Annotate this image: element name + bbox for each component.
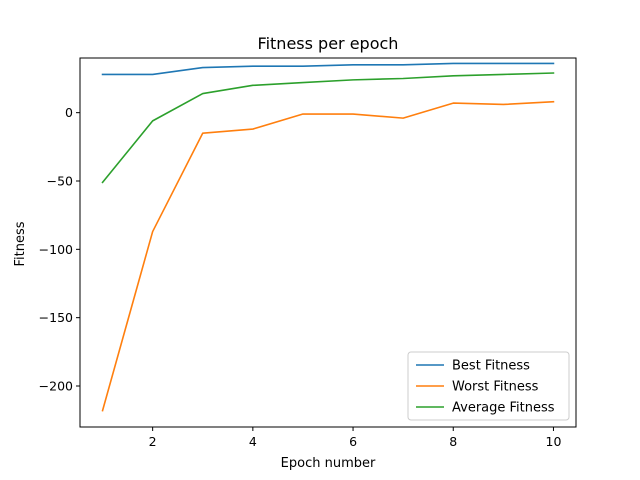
legend-label-1: Best Fitness <box>452 359 530 374</box>
axes-frame <box>79 57 577 428</box>
x-tick-label: 8 <box>449 434 457 449</box>
y-tick-label: −50 <box>47 174 73 189</box>
x-tick-label: 4 <box>249 434 257 449</box>
series-line-2 <box>101 100 555 412</box>
chart-title: Fitness per epoch <box>258 34 399 53</box>
x-tick-label: 6 <box>349 434 357 449</box>
y-axis-label: Fitness <box>13 221 28 266</box>
x-axis-label: Epoch number <box>281 456 376 471</box>
plot-area: 2 4 6 8 10 0 −50 −100 −150 −200 <box>39 57 577 449</box>
series-line-3 <box>101 72 555 184</box>
legend-label-2: Worst Fitness <box>452 380 539 395</box>
series-line-1 <box>101 62 555 76</box>
y-tick-label: −100 <box>39 242 73 257</box>
legend-label-3: Average Fitness <box>452 401 555 416</box>
y-tick-label: −200 <box>39 379 73 394</box>
y-tick-label: −150 <box>39 310 73 325</box>
legend: Best Fitness Worst Fitness Average Fitness <box>407 351 570 421</box>
legend-box <box>407 351 570 421</box>
x-tick-label: 10 <box>546 434 562 449</box>
y-tick-label: 0 <box>65 105 73 120</box>
x-tick-label: 2 <box>149 434 157 449</box>
